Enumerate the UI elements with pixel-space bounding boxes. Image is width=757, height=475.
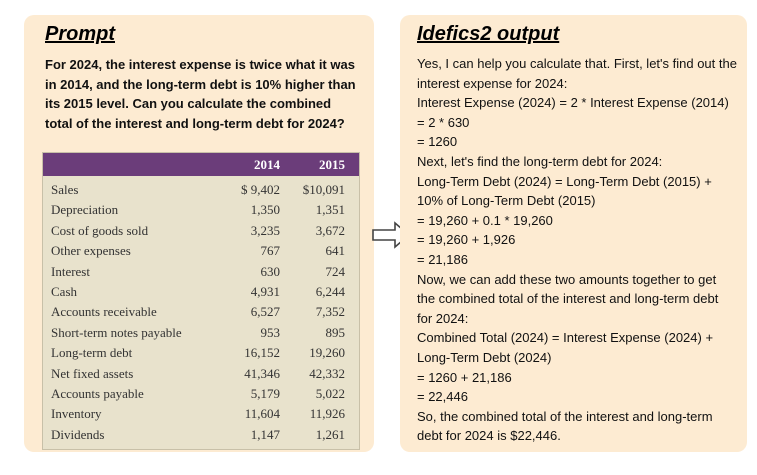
table-row: Dividends 1,147 1,261: [43, 424, 359, 444]
table-row: Long-term debt 16,152 19,260: [43, 342, 359, 362]
value-2014: $ 9,402: [241, 182, 280, 197]
value-2015: $10,091: [302, 182, 345, 197]
value-2015: 1,261: [315, 426, 345, 442]
header-2014: 2014: [254, 157, 280, 172]
row-label: Accounts payable: [51, 385, 144, 401]
output-line: Long-Term Debt (2024) = Long-Term Debt (…: [417, 173, 712, 209]
output-line: = 1260: [417, 134, 458, 150]
table-row: Accounts receivable 6,527 7,352: [43, 301, 359, 321]
value-2015: 6,244: [315, 283, 345, 299]
value-2015: 641: [325, 243, 346, 259]
output-line: = 1260 + 21,186: [417, 369, 512, 385]
output-text: Yes, I can help you calculate that. Firs…: [417, 54, 737, 446]
table-row: Cash 4,931 6,244: [43, 281, 359, 301]
output-line: So, the combined total of the interest a…: [417, 408, 713, 444]
row-label: Net fixed assets: [51, 365, 134, 381]
value-2014: 5,179: [250, 385, 280, 401]
output-line: = 19,260 + 0.1 * 19,260: [417, 212, 553, 228]
output-line: = 21,186: [417, 251, 468, 267]
value-2015: 895: [325, 324, 346, 340]
table-row: Other expenses 767 641: [43, 240, 359, 260]
value-2015: 19,260: [309, 345, 345, 361]
value-2014: 16,152: [244, 345, 280, 361]
value-2015: 11,926: [309, 406, 345, 422]
row-label: Short-term notes payable: [51, 324, 182, 340]
row-label: Accounts receivable: [51, 304, 157, 320]
value-2014: 11,604: [244, 406, 280, 422]
value-2014: 3,235: [250, 222, 280, 238]
table-row: Accounts payable 5,179 5,022: [43, 383, 359, 403]
output-title: Idefics2 output: [417, 23, 560, 45]
output-line: Now, we can add these two amounts togeth…: [417, 271, 719, 326]
table-body: Sales $ 9,402 $10,091 Depreciation 1,350 1,35…: [43, 176, 359, 444]
output-line: = 22,446: [417, 389, 468, 405]
prompt-title: Prompt: [45, 23, 115, 45]
output-panel: Idefics2 output Yes, I can help you calc…: [400, 15, 747, 452]
row-label: Interest: [51, 263, 90, 279]
table-row: Net fixed assets 41,346 42,332: [43, 363, 359, 383]
output-line: Combined Total (2024) = Interest Expense…: [417, 330, 714, 365]
value-2014: 767: [260, 243, 281, 259]
table-row: Cost of goods sold 3,235 3,672: [43, 220, 359, 240]
output-line: Yes, I can help you calculate that. Firs…: [417, 56, 737, 91]
table-row: Inventory 11,604 11,926: [43, 403, 359, 423]
value-2015: 1,351: [315, 202, 345, 218]
row-label: Cash: [51, 283, 77, 299]
row-label: Dividends: [51, 426, 105, 442]
row-label: Other expenses: [51, 243, 131, 259]
output-line: Interest Expense (2024) = 2 * Interest E…: [417, 95, 729, 130]
table-row: Short-term notes payable 953 895: [43, 322, 359, 342]
prompt-text: For 2024, the interest expense is twice …: [45, 57, 356, 131]
value-2014: 6,527: [250, 304, 280, 320]
header-2015: 2015: [319, 157, 345, 172]
value-2015: 5,022: [315, 385, 345, 401]
value-2014: 41,346: [244, 365, 280, 381]
row-label: Cost of goods sold: [51, 222, 149, 238]
row-label: Long-term debt: [51, 345, 133, 361]
row-label: Depreciation: [51, 202, 119, 218]
value-2014: 1,350: [250, 202, 280, 218]
table-header: 2014 2015: [43, 153, 359, 176]
table-row: Sales $ 9,402 $10,091: [43, 179, 359, 199]
table-row: Depreciation 1,350 1,351: [43, 199, 359, 219]
row-label: Sales: [51, 182, 79, 197]
value-2014: 4,931: [250, 283, 280, 299]
value-2015: 3,672: [315, 222, 345, 238]
output-line: = 19,260 + 1,926: [417, 232, 516, 248]
value-2015: 42,332: [309, 365, 345, 381]
row-label: Inventory: [51, 406, 102, 422]
value-2015: 724: [325, 263, 346, 279]
prompt-panel: Prompt For 2024, the interest expense is…: [24, 15, 374, 452]
value-2014: 953: [260, 324, 281, 340]
value-2014: 1,147: [250, 426, 280, 442]
value-2015: 7,352: [315, 304, 345, 320]
value-2014: 630: [260, 263, 281, 279]
output-line: Next, let's find the long-term debt for …: [417, 153, 663, 169]
table-row: Interest 630 724: [43, 261, 359, 281]
financial-table: 2014 2015 Sales $ 9,402 $10,091 Depreciatio…: [42, 152, 360, 450]
